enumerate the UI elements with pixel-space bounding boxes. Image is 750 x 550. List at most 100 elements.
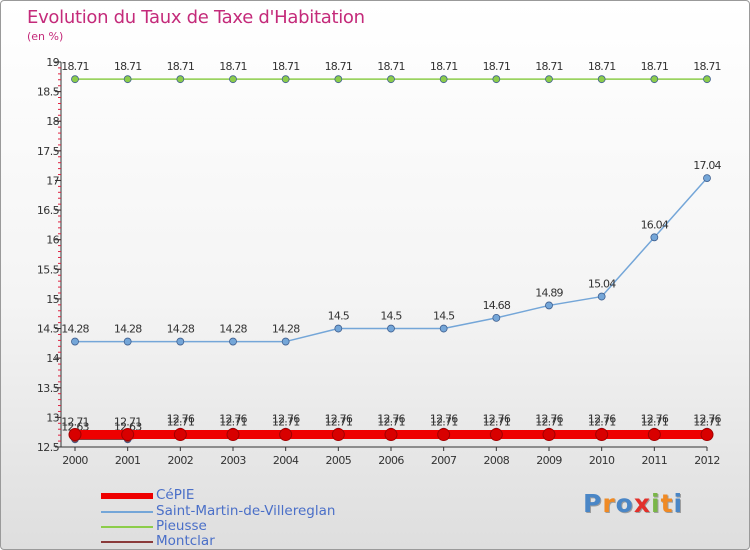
series-point [650, 233, 659, 242]
data-label: 12.76 [693, 413, 721, 426]
series-point [123, 337, 132, 346]
x-tick-label: 2007 [431, 454, 457, 467]
data-label: 18.71 [114, 60, 142, 73]
x-tick-label: 2009 [536, 454, 562, 467]
legend-label-montclar: Montclar [156, 533, 215, 549]
data-label: 12.71 [588, 416, 616, 429]
data-label: 12.71 [325, 416, 353, 429]
data-label: 12.63 [114, 420, 142, 433]
data-label: 14.68 [483, 299, 511, 312]
series-point [439, 324, 448, 333]
y-tick-label: 17.5 [37, 145, 60, 158]
data-label: 14.5 [380, 310, 402, 323]
series-point [229, 337, 237, 346]
data-label: 12.76 [483, 413, 511, 426]
series-point [334, 324, 343, 333]
series-point [226, 428, 240, 442]
series-point [71, 75, 79, 84]
data-label: 14.89 [535, 286, 563, 299]
x-tick-label: 2006 [378, 454, 404, 467]
series-point [123, 75, 132, 84]
data-label: 18.71 [377, 60, 405, 73]
chart-title: Evolution du Taux de Taxe d'Habitation [27, 7, 365, 28]
legend-label-cepie: CéPIE [156, 487, 195, 503]
series-point [700, 428, 714, 442]
series-point [176, 337, 185, 346]
data-label: 12.76 [430, 413, 458, 426]
data-label: 14.28 [61, 323, 89, 336]
series-point [597, 292, 606, 301]
y-tick-label: 13.5 [37, 382, 60, 395]
data-label: 12.76 [535, 413, 563, 426]
x-tick-label: 2010 [589, 454, 615, 467]
data-label: 12.71 [167, 416, 195, 429]
series-point [68, 428, 82, 442]
data-label: 12.76 [325, 413, 353, 426]
data-label: 15.04 [588, 278, 616, 291]
data-label: 14.28 [272, 323, 300, 336]
series-point [281, 337, 290, 346]
logo-letter: o [615, 489, 634, 518]
series-point [439, 75, 448, 84]
series-point [492, 75, 501, 84]
data-label: 12.76 [219, 413, 247, 426]
data-label: 18.71 [693, 60, 721, 73]
data-label: 12.71 [641, 416, 669, 429]
series-point [176, 75, 185, 84]
series-point [542, 428, 556, 442]
logo-letter: x [633, 489, 651, 518]
data-label: 18.71 [272, 60, 300, 73]
proxiti-logo: Proxiti [583, 489, 683, 518]
data-label: 12.71 [693, 416, 721, 429]
logo-letter: t [660, 489, 674, 518]
series-point [595, 428, 609, 442]
x-tick-label: 2003 [220, 454, 246, 467]
data-label: 14.28 [167, 323, 195, 336]
logo-letter: P [583, 489, 603, 518]
legend-swatch-montclar [101, 541, 153, 543]
series-point [71, 337, 79, 346]
series-point [334, 75, 343, 84]
legend-label-saint-martin: Saint-Martin-de-Villereglan [156, 503, 336, 519]
series-point [597, 75, 606, 84]
data-label: 12.71 [430, 416, 458, 429]
data-label: 12.71 [272, 416, 300, 429]
legend-swatch-cepie [101, 493, 153, 499]
x-tick-label: 2002 [168, 454, 194, 467]
data-label: 12.76 [167, 413, 195, 426]
data-label: 12.71 [114, 416, 142, 429]
y-tick-label: 17 [46, 174, 59, 187]
data-label: 18.71 [61, 60, 89, 73]
data-label: 16.04 [641, 218, 669, 231]
x-tick-label: 2004 [273, 454, 299, 467]
series-point [384, 428, 398, 442]
data-label: 12.71 [377, 416, 405, 429]
logo-letter: i [651, 489, 661, 518]
data-label: 12.76 [641, 413, 669, 426]
data-label: 18.71 [219, 60, 247, 73]
data-label: 12.76 [588, 413, 616, 426]
y-tick-label: 12.5 [37, 441, 60, 454]
series-point [650, 75, 659, 84]
y-tick-label: 14.5 [37, 323, 60, 336]
y-tick-label: 18.5 [37, 86, 60, 99]
x-tick-label: 2012 [694, 454, 720, 467]
x-tick-label: 2001 [115, 454, 141, 467]
series-point [489, 428, 503, 442]
series-point [545, 301, 553, 310]
logo-letter: i [673, 489, 684, 518]
y-tick-label: 18 [46, 115, 59, 128]
data-label: 18.71 [430, 60, 458, 73]
series-point [173, 428, 187, 442]
logo-letter: r [602, 489, 616, 518]
x-tick-label: 2005 [326, 454, 352, 467]
data-label: 12.63 [61, 420, 89, 433]
series-point [279, 428, 293, 442]
y-tick-label: 15 [46, 293, 59, 306]
data-label: 18.71 [588, 60, 616, 73]
data-label: 14.5 [433, 310, 455, 323]
data-label: 18.71 [167, 60, 195, 73]
x-tick-label: 2000 [62, 454, 88, 467]
